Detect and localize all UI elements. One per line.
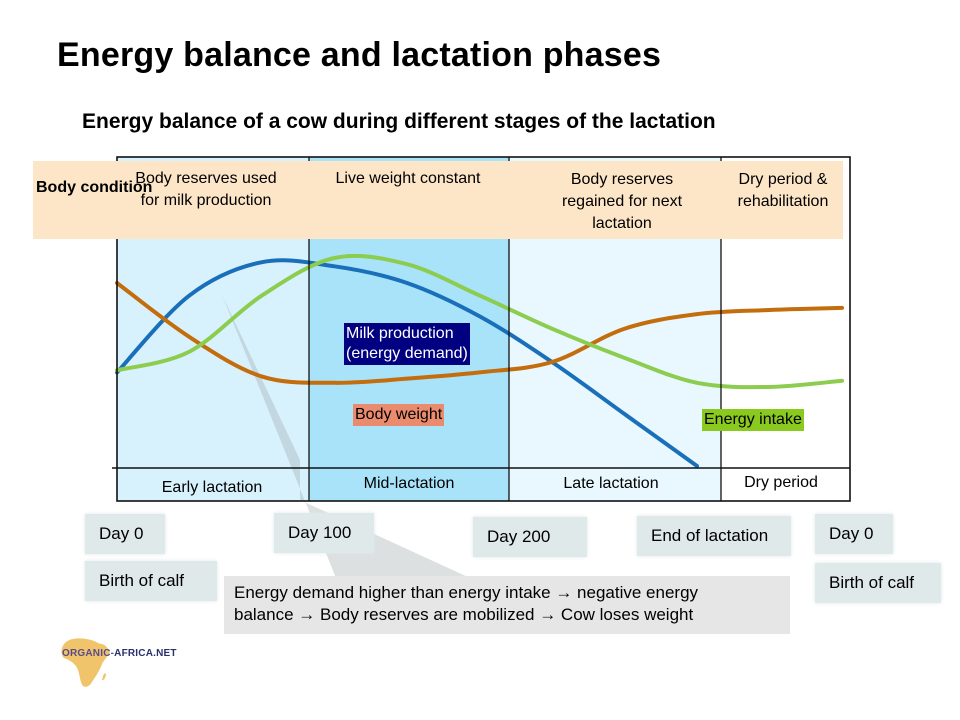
condition-dry-period: Dry period & rehabilitation [737, 171, 829, 210]
energy-intake-label: Energy intake [702, 409, 804, 431]
phase-mid-lactation: Mid-lactation [363, 475, 455, 492]
milestone-day100: Day 100 [274, 513, 374, 553]
body-weight-label: Body weight [353, 404, 445, 426]
chart-frame [116, 156, 851, 502]
energy-intake-curve [115, 253, 844, 390]
milk-production-label: Milk production (energy demand) [344, 323, 470, 365]
body-weight-curve [115, 280, 844, 385]
body-condition-title: Body condition [36, 179, 153, 196]
milestone-day200: Day 200 [473, 517, 587, 557]
page-title: Energy balance and lactation phases [57, 36, 662, 74]
milestone-birth-start: Birth of calf [85, 561, 217, 601]
negative-energy-callout: Energy demand higher than energy intake … [224, 576, 790, 634]
phase-dry-period: Dry period [744, 474, 818, 491]
phase-late-lactation: Late lactation [563, 475, 659, 492]
africa-map-icon [61, 638, 110, 687]
condition-reserves-used: Body reserves used for milk production [135, 170, 277, 209]
diagram-subtitle: Energy balance of a cow during different… [82, 110, 716, 133]
organic-africa-logo: ORGANIC-AFRICA.NET [62, 648, 177, 659]
body-condition-band [33, 161, 843, 239]
milk-production-curve [115, 258, 699, 468]
milestone-day0-end: Day 0 [815, 514, 893, 554]
phase-early-lactation: Early lactation [161, 479, 263, 496]
condition-live-weight-constant: Live weight constant [335, 170, 481, 187]
milestone-day0-start: Day 0 [85, 514, 165, 554]
milestone-birth-end: Birth of calf [815, 563, 941, 603]
condition-reserves-regained: Body reserves regained for next lactatio… [561, 171, 683, 232]
milestone-end-of-lactation: End of lactation [637, 516, 791, 556]
